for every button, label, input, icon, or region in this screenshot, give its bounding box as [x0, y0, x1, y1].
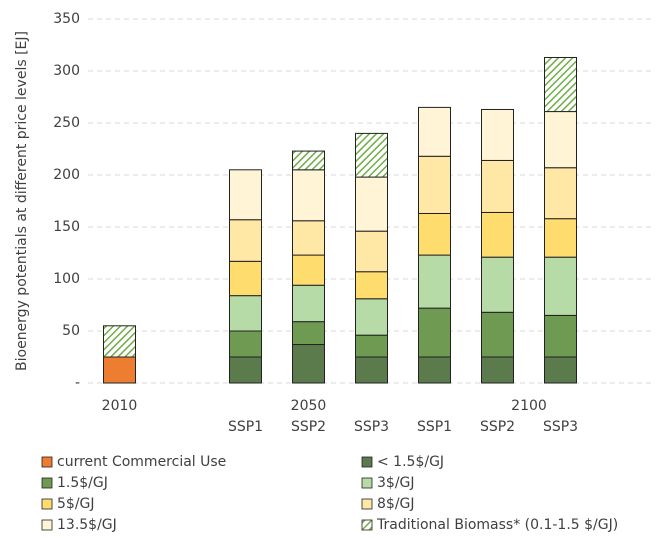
bar-segment [481, 159, 514, 213]
bar-segment [355, 356, 388, 384]
bar-segment [355, 230, 388, 273]
y-tick-label: 250 [53, 115, 80, 131]
bar-segment [418, 106, 451, 157]
legend-label: 5$/GJ [57, 496, 95, 512]
bar-segment [481, 108, 514, 161]
legend-swatch [41, 519, 53, 531]
bar-segment [229, 330, 262, 358]
x-tick-label: SSP3 [354, 419, 389, 435]
bar-segment [355, 298, 388, 336]
legend-swatch [41, 477, 53, 489]
bar-segment [544, 56, 577, 113]
legend-swatch [41, 456, 53, 468]
legend-label: 3$/GJ [377, 475, 415, 491]
bar-segment [544, 356, 577, 384]
bar-segment [544, 167, 577, 220]
bar-segment [481, 211, 514, 258]
bar-segment [418, 212, 451, 256]
bar-segment [481, 356, 514, 384]
bar-segment [544, 218, 577, 258]
bar-segment [481, 256, 514, 313]
bar-segment [292, 169, 325, 222]
bar-segment [292, 284, 325, 323]
y-tick-label: 300 [53, 63, 80, 79]
legend-swatch [361, 477, 373, 489]
bar-segment [292, 344, 325, 384]
bar-segment [355, 132, 388, 178]
y-tick-label: 200 [53, 167, 80, 183]
y-tick-label: 150 [53, 219, 80, 235]
bar-segment [355, 271, 388, 300]
x-tick-label: SSP1 [417, 419, 452, 435]
legend-label: Traditional Biomass* (0.1-1.5 $/GJ) [376, 517, 618, 533]
legend-label: current Commercial Use [57, 454, 226, 470]
bar-segment [292, 220, 325, 256]
bar-segment [292, 150, 325, 171]
x-tick-label: SSP2 [291, 419, 326, 435]
legend-label: 13.5$/GJ [57, 517, 117, 533]
bar-segment [418, 155, 451, 214]
legend-swatch [361, 456, 373, 468]
bar-segment [229, 260, 262, 297]
legend-label: 1.5$/GJ [57, 475, 108, 491]
x-tick-label: SSP3 [543, 419, 578, 435]
bar-segment [418, 307, 451, 358]
bar-segment [544, 256, 577, 316]
bar-segment [355, 334, 388, 358]
bar-segment [103, 325, 136, 358]
y-tick-label: - [75, 375, 80, 391]
bar-segment [292, 254, 325, 286]
x-tick-label: SSP2 [480, 419, 515, 435]
bar-segment [481, 311, 514, 358]
y-tick-label: 350 [53, 11, 80, 27]
group-label: 2050 [291, 398, 327, 414]
y-tick-label: 50 [62, 323, 80, 339]
group-label: 2010 [102, 398, 138, 414]
legend-swatch [361, 519, 373, 531]
bar-segment [229, 295, 262, 332]
bar-segment [544, 314, 577, 358]
bar-segment [355, 176, 388, 232]
legend-swatch [41, 498, 53, 510]
bar-segment [292, 321, 325, 346]
bar-segment [544, 111, 577, 169]
bar-segment [418, 254, 451, 309]
x-tick-label: SSP1 [228, 419, 263, 435]
bar-segment [229, 356, 262, 384]
group-label: 2100 [511, 398, 547, 414]
y-tick-label: 100 [53, 271, 80, 287]
bar-segment [418, 356, 451, 384]
bar-segment [229, 219, 262, 262]
y-axis-label: Bioenergy potentials at different price … [14, 31, 30, 371]
legend-swatch [361, 498, 373, 510]
bar-segment [103, 356, 136, 384]
legend-label: < 1.5$/GJ [377, 454, 444, 470]
bar-segment [229, 169, 262, 221]
legend-label: 8$/GJ [377, 496, 415, 512]
